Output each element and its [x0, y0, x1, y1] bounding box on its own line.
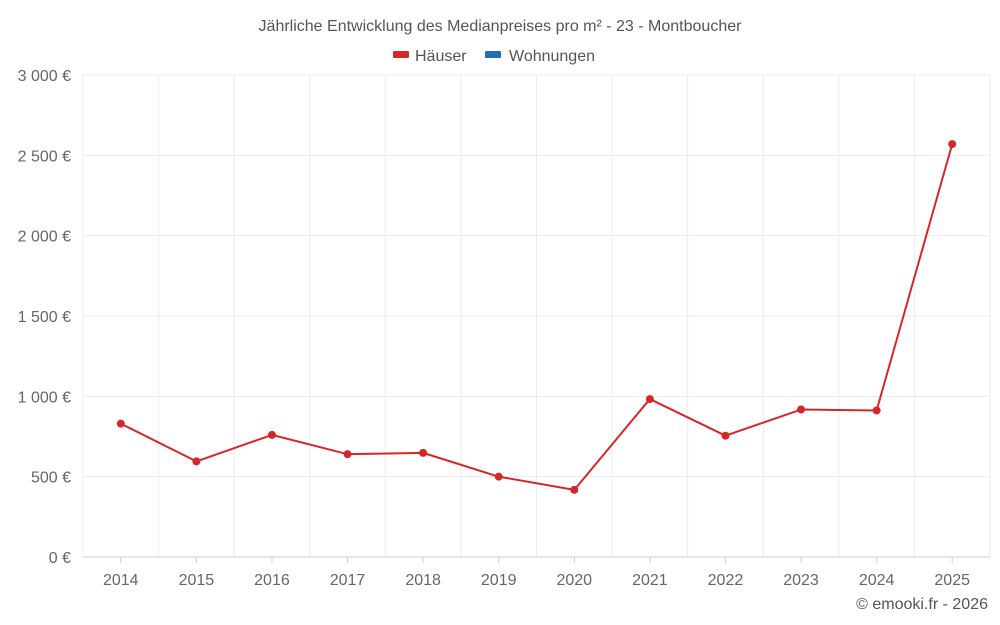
data-point[interactable] [267, 430, 276, 439]
data-point[interactable] [116, 419, 125, 428]
legend-label-wohnungen[interactable]: Wohnungen [509, 48, 595, 65]
y-tick-label: 500 € [31, 470, 71, 487]
credit-text: © emooki.fr - 2026 [856, 596, 988, 613]
y-tick-label: 2 000 € [18, 229, 71, 246]
x-tick-label: 2022 [708, 572, 744, 589]
data-point[interactable] [948, 140, 957, 149]
legend-swatch-haeuser[interactable] [393, 51, 409, 58]
data-point[interactable] [494, 472, 503, 481]
y-tick-label: 0 € [49, 550, 71, 567]
data-point[interactable] [343, 450, 352, 459]
horizontal-gridlines [83, 74, 990, 478]
chart-title: Jährliche Entwicklung des Medianpreises … [259, 18, 743, 35]
x-tick-label: 2024 [859, 572, 895, 589]
legend-label-haeuser[interactable]: Häuser [415, 48, 467, 65]
x-tick-label: 2015 [179, 572, 215, 589]
y-tick-label: 3 000 € [18, 68, 71, 85]
data-point[interactable] [872, 406, 881, 415]
x-tick-label: 2016 [254, 572, 290, 589]
data-point[interactable] [570, 485, 579, 494]
data-point[interactable] [192, 457, 201, 466]
x-tick-label: 2018 [405, 572, 441, 589]
x-tick-label: 2019 [481, 572, 517, 589]
x-tick-label: 2020 [556, 572, 592, 589]
data-point[interactable] [797, 405, 806, 414]
series-line-haeuser [120, 143, 954, 491]
x-tick-label: 2021 [632, 572, 668, 589]
y-axis-ticks: 0 € 500 € 1 000 € 1 500 € 2 000 € 2 500 € 3 00… [18, 68, 71, 567]
legend: Häuser Wohnungen [393, 48, 595, 65]
data-point[interactable] [419, 448, 428, 457]
y-tick-label: 1 500 € [18, 309, 71, 326]
data-point[interactable] [721, 431, 730, 440]
x-tick-label: 2023 [783, 572, 819, 589]
series-layer [116, 140, 957, 494]
legend-swatch-wohnungen[interactable] [485, 51, 501, 58]
x-tick-label: 2017 [330, 572, 366, 589]
x-tick-label: 2014 [103, 572, 139, 589]
y-tick-label: 2 500 € [18, 148, 71, 165]
x-axis-ticks: 2014 2015 2016 2017 2018 2019 2020 2021 2022 2023… [103, 557, 970, 589]
data-point[interactable] [645, 395, 654, 404]
x-tick-label: 2025 [934, 572, 970, 589]
y-tick-label: 1 000 € [18, 389, 71, 406]
